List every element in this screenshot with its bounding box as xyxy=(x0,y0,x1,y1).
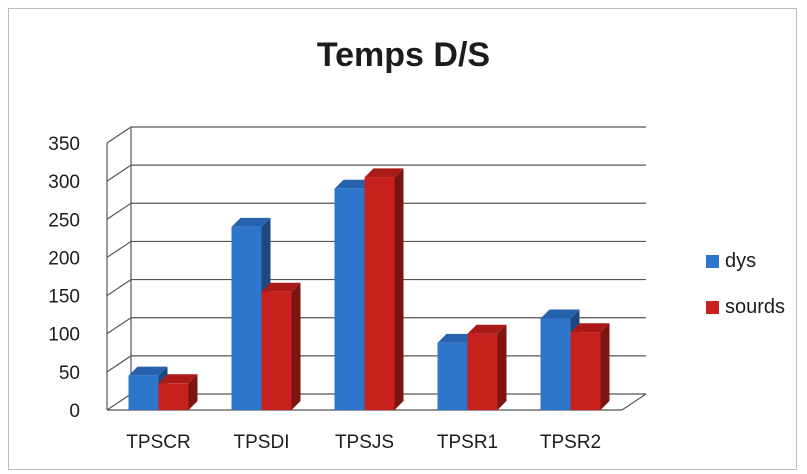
floor-edge xyxy=(621,393,647,411)
legend-label-dys: dys xyxy=(725,249,757,272)
bar-sourds-tpsdi xyxy=(261,291,292,410)
x-tick-label: TPSR2 xyxy=(540,432,601,453)
y-tick-label: 350 xyxy=(48,134,80,155)
legend-item-dys: dys xyxy=(706,250,785,272)
bar-top-dys-tpsjs xyxy=(334,179,374,189)
bar-sourds-tpscr xyxy=(158,383,189,410)
bar-sourds-tpsjs xyxy=(364,177,395,410)
gridline-depth xyxy=(106,164,132,182)
bar-side-sourds-tpsjs xyxy=(394,168,404,410)
legend-swatch-dys xyxy=(706,254,719,268)
gridline-depth xyxy=(106,202,132,220)
bar-side-sourds-tpsr2 xyxy=(600,323,610,410)
bar-top-dys-tpsr1 xyxy=(437,333,477,343)
chart-title: Temps D/S xyxy=(316,36,491,74)
bar-top-dys-tpsdi xyxy=(231,217,271,227)
y-tick-label: 300 xyxy=(48,172,80,193)
y-tick-label: 100 xyxy=(48,325,80,346)
legend-item-sourds: sourds xyxy=(706,296,785,318)
bar-dys-tpsr2 xyxy=(540,318,571,410)
y-tick-label: 250 xyxy=(48,210,80,231)
y-tick-label: 50 xyxy=(59,363,80,384)
bar-dys-tpscr xyxy=(128,375,159,410)
legend-label-sourds: sourds xyxy=(725,295,786,318)
bar-side-sourds-tpsr1 xyxy=(497,324,507,410)
bar-side-sourds-tpscr xyxy=(188,374,198,410)
gridline-depth xyxy=(106,317,132,335)
y-tick-label: 200 xyxy=(48,248,80,269)
bar-top-dys-tpscr xyxy=(128,366,168,376)
gridline-depth xyxy=(106,240,132,258)
bar-top-sourds-tpsr1 xyxy=(467,324,507,334)
bar-dys-tpsr1 xyxy=(437,342,468,410)
legend: dys sourds xyxy=(706,250,785,342)
gridline-depth xyxy=(106,126,132,144)
bar-dys-tpsdi xyxy=(231,226,262,410)
bar-sourds-tpsr1 xyxy=(467,333,498,410)
y-tick-label: 150 xyxy=(48,287,80,308)
bar-top-dys-tpsr2 xyxy=(540,309,580,319)
bar-top-sourds-tpsdi xyxy=(261,282,301,292)
bar-sourds-tpsr2 xyxy=(570,332,601,410)
bar-top-sourds-tpsr2 xyxy=(570,323,610,333)
gridline-depth xyxy=(106,355,132,373)
x-tick-label: TPSCR xyxy=(126,432,190,453)
y-tick-label: 0 xyxy=(69,401,80,422)
x-tick-label: TPSDI xyxy=(234,432,290,453)
bar-side-sourds-tpsdi xyxy=(291,282,301,410)
bar-dys-tpsjs xyxy=(334,188,365,410)
bar-top-sourds-tpscr xyxy=(158,374,198,384)
gridline-depth xyxy=(106,279,132,297)
x-tick-label: TPSR1 xyxy=(437,432,498,453)
bar-top-sourds-tpsjs xyxy=(364,168,404,178)
legend-swatch-sourds xyxy=(706,300,719,314)
x-tick-label: TPSJS xyxy=(335,432,394,453)
gridline-depth xyxy=(106,393,132,411)
